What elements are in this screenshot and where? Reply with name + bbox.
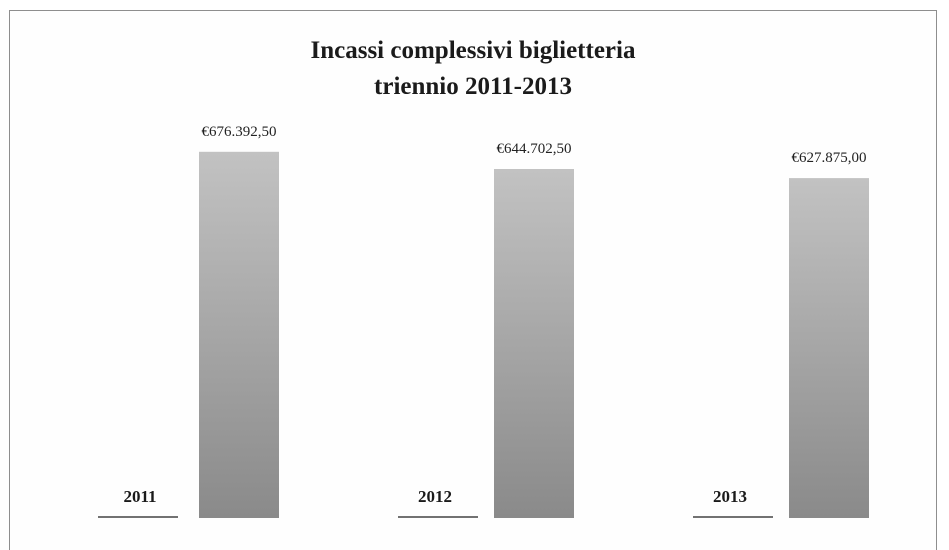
data-label-2013: €627.875,00 [792,150,867,166]
category-label-2013: 2013 [713,487,747,506]
data-label-2012: €644.702,50 [497,141,572,157]
data-label-2011: €676.392,50 [202,124,277,140]
category-label-2011: 2011 [123,487,156,506]
category-label-2012: 2012 [418,487,452,506]
chart-frame: Incassi complessivi biglietteria trienni… [9,10,937,550]
chart-title-line-2: triennio 2011-2013 [374,73,572,100]
bar-2011 [199,151,279,519]
chart-title-line-1: Incassi complessivi biglietteria [310,37,636,64]
chart-title: Incassi complessivi biglietteria trienni… [10,33,936,105]
bar-2012 [494,169,574,518]
bars-layer: €676.392,50 2011 €644.702,50 2012 €627.875,0… [98,124,869,519]
bar-2013 [789,178,869,518]
